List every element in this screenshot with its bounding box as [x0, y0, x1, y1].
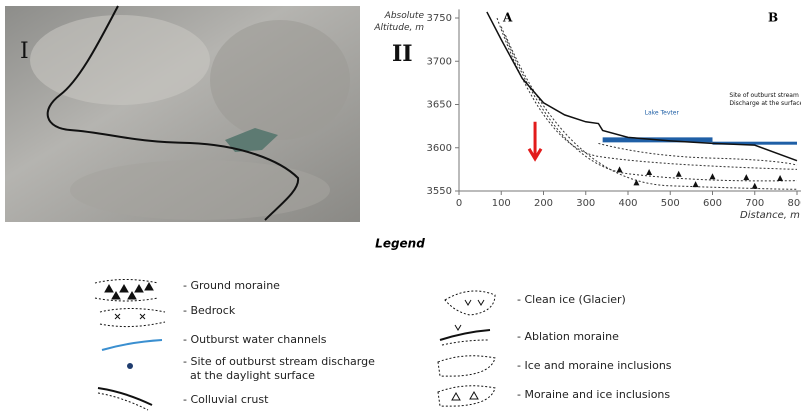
x-axis-label: Distance, m: [740, 210, 800, 221]
legend-entry: - Site of outburst stream discharge: [183, 355, 375, 368]
moraine-triangle: [743, 174, 749, 180]
symbol-ice: [445, 291, 495, 315]
legend-entry: - Ablation moraine: [517, 330, 619, 343]
y-tick-label: 3700: [427, 56, 452, 67]
annotation: Site of outburst stream Discharge at the…: [729, 92, 801, 108]
y-label-box: Absolute Altitude, m: [362, 10, 424, 42]
legend-entry: - Ground moraine: [183, 279, 280, 292]
symbol-ablation-dots: [442, 340, 488, 345]
symbol-crust: [98, 388, 152, 405]
photo-texture: [30, 15, 210, 105]
annotation-box: Site of outburst stream Discharge at the…: [729, 92, 801, 114]
layer-boundary: [598, 143, 797, 165]
annotation: Lake Tevter: [645, 110, 680, 117]
symbol-cross: [115, 314, 145, 319]
y-tick-label: 3550: [427, 186, 452, 197]
legend-entry: - Outburst water channels: [183, 333, 327, 346]
x-tick-label: 400: [618, 198, 637, 209]
x-tick-label: 300: [576, 198, 595, 209]
symbol-v: [455, 300, 484, 330]
x-tick-label: 100: [492, 198, 511, 209]
legend-title: Legend: [375, 237, 425, 251]
moraine-triangle: [777, 175, 783, 181]
symbol-moraine-ice: [438, 386, 495, 406]
symbol-crust-dots: [98, 393, 148, 410]
y-tick-label: 3750: [427, 13, 452, 24]
corner-label: B: [768, 11, 778, 25]
x-tick-label: 500: [661, 198, 680, 209]
moraine-triangle: [646, 169, 652, 175]
moraine-triangle: [752, 183, 758, 189]
legend-entry: - Moraine and ice inclusions: [517, 388, 670, 401]
legend-entry: - Bedrock: [183, 304, 236, 317]
symbol-ablation: [440, 330, 490, 340]
y-tick-label: 3600: [427, 143, 452, 154]
panel-label: II: [392, 41, 413, 67]
legend-entry: - Ice and moraine inclusions: [517, 359, 672, 372]
symbol-ice-moraine: [438, 356, 495, 376]
photo-texture: [210, 20, 350, 140]
symbol-site: [127, 363, 133, 369]
symbol-bedrock: [100, 309, 165, 327]
moraine-triangle: [633, 179, 639, 185]
cross-section: 3550 3600 3650 3700 3750 0 100 200 300 400 500 600 7…: [427, 9, 801, 209]
legend-entries: - Ground moraine - Bedrock - Outburst wate…: [183, 279, 672, 406]
photo-texture: [70, 160, 330, 220]
surface-line: [487, 12, 797, 161]
y-tick-label: 3650: [427, 100, 452, 111]
arrow: [529, 122, 541, 159]
x-tick-label: 200: [534, 198, 553, 209]
figure-canvas: I II Absolute Altitude, m Distance, m A …: [0, 0, 801, 416]
x-tick-label: 700: [745, 198, 764, 209]
symbol-water: [102, 340, 162, 350]
corner-label: A: [502, 11, 513, 25]
symbol-triangles: [105, 283, 153, 299]
legend-entry: - Colluvial crust: [183, 393, 269, 406]
legend-entry: at the daylight surface: [190, 369, 315, 382]
x-tick-label: 0: [456, 198, 462, 209]
moraine-triangle: [676, 171, 682, 177]
symbol-open-triangles: [452, 392, 478, 400]
x-tick-label: 800: [787, 198, 801, 209]
panel-label: I: [20, 39, 29, 64]
x-tick-label: 600: [703, 198, 722, 209]
moraine-triangle: [710, 173, 716, 179]
y-axis-label: Absolute Altitude, m: [362, 10, 424, 34]
moraine-triangle: [617, 166, 623, 172]
figure: I II Absolute Altitude, m Distance, m A …: [0, 0, 801, 416]
moraine-triangle: [693, 181, 699, 187]
legend-entry: - Clean ice (Glacier): [517, 293, 626, 306]
